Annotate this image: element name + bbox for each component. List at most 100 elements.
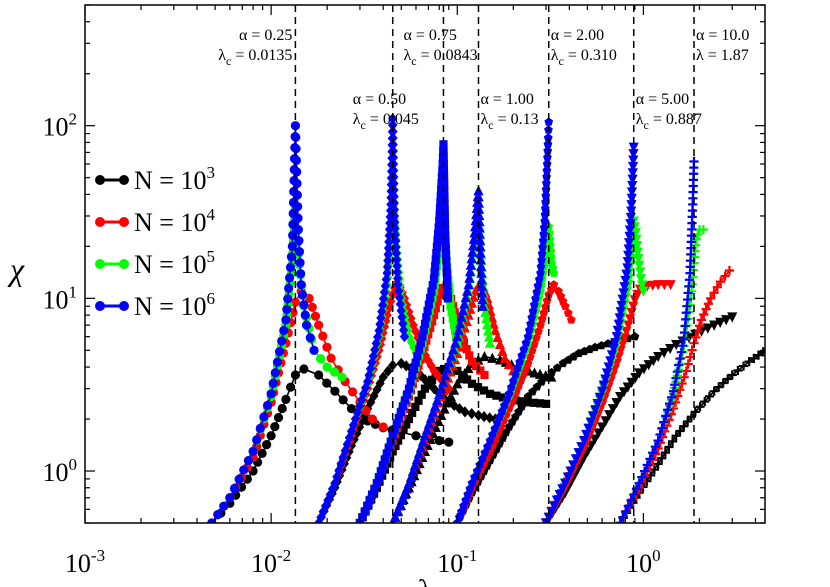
data-point — [694, 321, 705, 331]
data-point — [290, 370, 300, 380]
x-tick-label: 10-1 — [437, 546, 477, 578]
data-point — [460, 292, 471, 303]
data-point — [621, 326, 632, 338]
data-point — [477, 294, 488, 305]
data-point — [389, 203, 399, 216]
y-tick-label-exponent: 1 — [69, 282, 78, 301]
data-point — [411, 431, 421, 441]
data-point — [299, 300, 309, 310]
data-point — [357, 415, 367, 427]
data-point — [456, 311, 467, 322]
data-point — [620, 275, 631, 287]
data-point — [529, 398, 539, 407]
data-point — [408, 408, 417, 418]
legend-label-base: N = 10 — [134, 166, 206, 195]
data-point — [262, 400, 273, 410]
data-point — [744, 357, 754, 367]
y-tick-label: 100 — [43, 455, 78, 487]
data-point — [396, 357, 406, 370]
data-point — [367, 490, 377, 499]
data-point — [388, 151, 399, 164]
data-point — [295, 258, 305, 268]
lambda-symbol: λ — [218, 47, 226, 64]
data-point — [709, 320, 720, 331]
alpha-label: α = 1.00 — [480, 91, 533, 108]
data-point — [701, 304, 711, 314]
data-point — [544, 117, 554, 126]
data-point — [443, 281, 452, 290]
data-point — [690, 407, 700, 417]
legend-label-base: N = 10 — [134, 250, 206, 279]
lambda-subscript: c — [488, 118, 493, 132]
data-point — [539, 223, 549, 232]
data-point — [607, 404, 619, 415]
data-point — [504, 389, 514, 398]
data-point — [330, 477, 340, 489]
data-point — [383, 365, 393, 377]
data-point — [411, 402, 420, 411]
data-point — [540, 203, 550, 213]
data-point — [442, 256, 451, 265]
data-point — [432, 394, 443, 406]
data-point — [531, 333, 541, 342]
data-point — [287, 241, 297, 251]
data-point — [327, 483, 338, 495]
data-point — [545, 234, 555, 243]
data-point — [388, 158, 399, 170]
data-point — [695, 402, 705, 412]
legend-marker — [95, 259, 105, 269]
data-point — [274, 346, 285, 357]
data-point — [440, 192, 449, 201]
lambda-c-label: λc = 0.0135 — [218, 47, 292, 68]
data-point — [543, 152, 552, 162]
data-point — [382, 449, 391, 458]
data-point — [667, 436, 678, 446]
data-point — [677, 378, 687, 389]
data-point — [435, 210, 444, 219]
data-point — [434, 223, 443, 232]
data-point — [309, 345, 319, 355]
data-point — [411, 358, 420, 367]
data-point — [472, 361, 481, 371]
data-point — [677, 341, 688, 351]
data-point — [537, 249, 547, 258]
data-point — [322, 342, 332, 352]
data-point — [637, 472, 647, 482]
data-point — [329, 367, 340, 377]
data-point — [508, 376, 518, 385]
data-point — [608, 344, 619, 355]
data-point — [418, 332, 427, 341]
data-point — [219, 501, 229, 511]
data-point — [286, 382, 296, 392]
data-point — [668, 386, 679, 396]
data-point — [499, 352, 510, 363]
data-point — [527, 313, 537, 322]
data-point — [465, 351, 474, 360]
data-point — [314, 320, 324, 330]
data-point — [457, 305, 469, 316]
data-point — [396, 408, 405, 417]
data-point — [467, 246, 478, 257]
data-point — [252, 435, 262, 445]
data-point — [468, 233, 480, 244]
data-point — [541, 399, 551, 408]
data-point — [273, 412, 284, 423]
data-point — [437, 283, 446, 292]
data-point — [635, 267, 646, 278]
data-point — [657, 423, 667, 433]
data-point — [536, 268, 545, 277]
data-point — [419, 430, 431, 441]
data-point — [367, 414, 378, 424]
data-point — [284, 283, 294, 294]
data-point — [378, 422, 388, 432]
data-point — [358, 513, 367, 522]
data-point — [630, 228, 641, 239]
data-point — [698, 225, 708, 235]
data-point — [634, 368, 645, 379]
data-point — [434, 436, 444, 446]
data-point — [281, 394, 291, 404]
data-point — [296, 280, 306, 290]
data-point — [482, 319, 493, 330]
data-point — [638, 286, 649, 297]
